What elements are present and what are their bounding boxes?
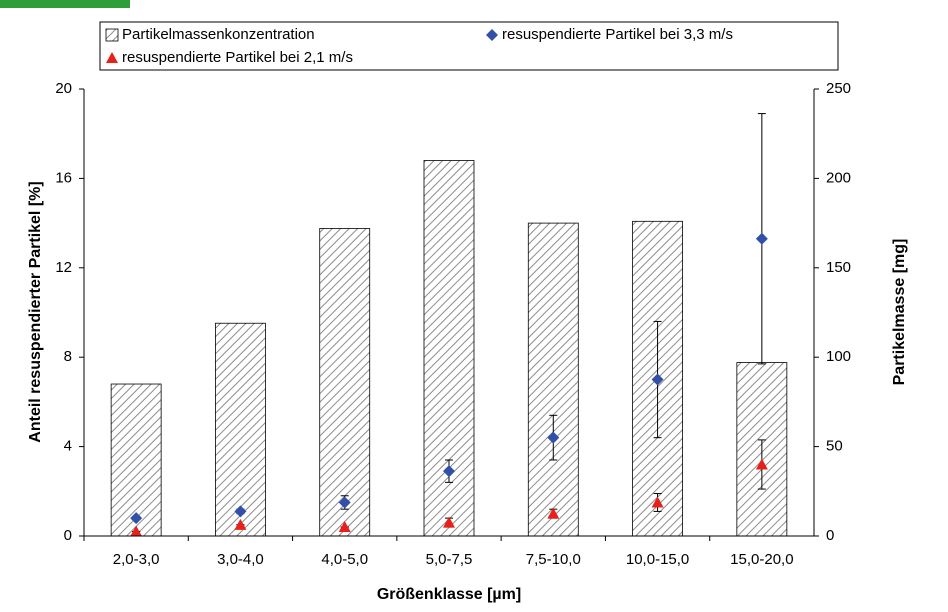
triangle-marker xyxy=(755,458,768,470)
bar xyxy=(319,228,371,537)
bar xyxy=(215,322,266,537)
triangle-marker xyxy=(651,496,664,508)
y2-tick-label: 50 xyxy=(826,438,843,455)
diamond-marker xyxy=(547,431,560,444)
y-tick-label: 4 xyxy=(64,438,72,455)
diamond-marker xyxy=(486,29,498,41)
bar xyxy=(110,383,162,537)
legend-label: Partikelmassenkonzentration xyxy=(122,26,315,43)
y-axis-title: Anteil resuspendierter Partikel [%] xyxy=(27,181,44,442)
triangle-marker xyxy=(130,525,143,537)
y2-tick-label: 200 xyxy=(826,169,851,186)
diamond-marker xyxy=(234,505,247,518)
triangle-marker xyxy=(106,52,118,63)
y-tick-label: 8 xyxy=(64,348,72,365)
x-axis-title: Größenklasse [µm] xyxy=(377,586,521,603)
x-tick-label: 4,0-5,0 xyxy=(321,551,368,568)
triangle-marker xyxy=(338,521,351,533)
bar xyxy=(527,222,579,537)
diamond-marker xyxy=(130,512,143,525)
diamond-marker xyxy=(338,496,351,509)
legend-box xyxy=(99,21,839,71)
legend-label: resuspendierte Partikel bei 3,3 m/s xyxy=(502,26,733,43)
x-tick-label: 7,5-10,0 xyxy=(526,551,581,568)
y-tick-label: 12 xyxy=(55,259,72,276)
y-tick-label: 16 xyxy=(55,169,72,186)
y2-tick-label: 150 xyxy=(826,259,851,276)
y2-axis-title: Partikelmasse [mg] xyxy=(891,239,908,386)
x-tick-label: 2,0-3,0 xyxy=(113,551,160,568)
x-tick-label: 15,0-20,0 xyxy=(730,551,793,568)
y-tick-label: 0 xyxy=(64,527,72,544)
triangle-marker xyxy=(234,518,247,530)
legend-swatch xyxy=(105,28,119,42)
corner-tab xyxy=(0,0,130,8)
diamond-marker xyxy=(755,232,768,245)
y2-tick-label: 100 xyxy=(826,348,851,365)
x-tick-label: 3,0-4,0 xyxy=(217,551,264,568)
y2-tick-label: 0 xyxy=(826,527,834,544)
legend-label: resuspendierte Partikel bei 2,1 m/s xyxy=(122,49,353,66)
y2-tick-label: 250 xyxy=(826,80,851,97)
diamond-marker xyxy=(443,465,455,478)
triangle-marker xyxy=(547,507,560,519)
x-tick-label: 10,0-15,0 xyxy=(626,551,689,568)
y-tick-label: 20 xyxy=(55,80,72,97)
diamond-marker xyxy=(651,373,664,386)
x-tick-label: 5,0-7,5 xyxy=(426,551,473,568)
triangle-marker xyxy=(443,516,455,528)
